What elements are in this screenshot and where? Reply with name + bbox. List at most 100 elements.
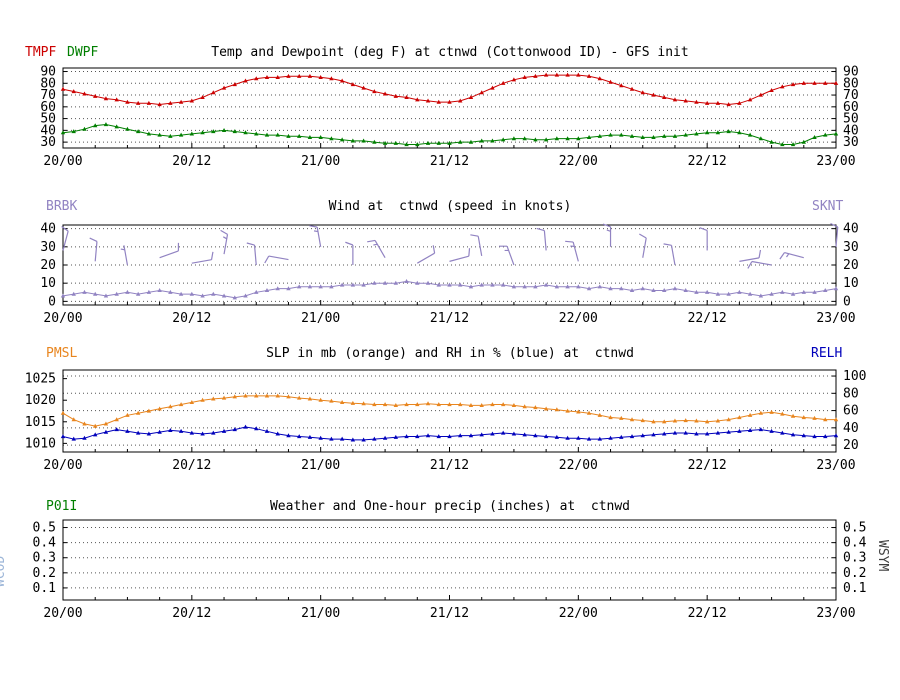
wind-barb	[246, 242, 257, 266]
series-sknt-marker	[243, 293, 248, 298]
series-sknt-marker	[490, 282, 495, 287]
wind-barb-halftick	[313, 230, 319, 233]
series-sknt-marker	[232, 295, 237, 300]
series-dwpf-marker	[833, 131, 839, 136]
y-tick-label-left: 20	[40, 258, 56, 273]
series-sknt-marker	[511, 284, 517, 289]
wind-barb-halftick	[120, 248, 125, 251]
series-tmpf-marker	[823, 80, 828, 85]
series-sknt-marker	[833, 286, 839, 291]
series-relh-marker	[82, 435, 87, 440]
series-sknt-marker	[318, 284, 323, 289]
wind-barb-staff	[191, 259, 212, 264]
series-dwpf-marker	[382, 140, 388, 145]
series-relh-marker	[640, 433, 645, 438]
x-tick-label: 22/00	[559, 606, 598, 621]
wind-barb-staff	[449, 255, 469, 262]
series-pmsl-marker	[146, 408, 152, 413]
wind-barb-tick	[639, 233, 647, 239]
series-sknt-marker	[640, 286, 645, 291]
series-sknt-marker	[790, 291, 796, 296]
series-relh-marker	[790, 432, 796, 437]
series-relh-marker	[404, 434, 409, 439]
series-relh-marker	[135, 430, 141, 435]
series-relh-marker	[769, 428, 774, 433]
series-sknt-marker	[296, 284, 302, 289]
series-pmsl-marker	[125, 412, 130, 417]
series-relh-marker	[71, 436, 76, 441]
wind-barb-tick	[309, 225, 318, 228]
wind-barb	[309, 225, 322, 247]
series-dwpf-marker	[737, 130, 742, 135]
series-relh-marker	[801, 433, 806, 438]
series-dwpf-marker	[372, 139, 377, 144]
series-tmpf-marker	[189, 98, 195, 103]
series-relh-marker	[737, 428, 742, 433]
series-relh-marker	[576, 435, 581, 440]
x-tick-label: 22/00	[559, 311, 598, 326]
series-relh-marker	[415, 434, 420, 439]
series-pmsl-marker	[114, 417, 119, 422]
y-tick-label-right: 90	[843, 65, 859, 80]
wind-barb-halftick	[222, 236, 228, 240]
series-tmpf-marker	[490, 85, 495, 90]
series-pmsl-marker	[554, 407, 560, 412]
y-tick-label-right: 100	[843, 369, 866, 384]
wind-barb	[699, 227, 708, 251]
series-pmsl-marker	[296, 395, 302, 400]
panel-precip: 0.50.40.30.20.10.50.40.30.20.120/00 20/12…	[33, 519, 867, 621]
series-pmsl-marker	[329, 398, 334, 403]
series-dwpf-marker	[511, 136, 517, 141]
series-tmpf-marker	[103, 96, 109, 101]
y-tick-label-right: 40	[843, 123, 859, 138]
series-pmsl-marker	[769, 409, 774, 414]
series-dwpf-marker	[60, 130, 66, 135]
series-dwpf-marker	[619, 132, 624, 137]
series-pmsl-marker	[286, 394, 291, 399]
y-tick-label-left: 10	[40, 276, 56, 291]
y-tick-label-left: 1010	[25, 436, 56, 451]
series-pmsl-marker	[479, 402, 484, 407]
series-relh-marker	[157, 429, 162, 434]
x-tick-label: 21/12	[430, 606, 469, 621]
panel-precip-title: Weather and One-hour precip (inches) at …	[269, 499, 631, 514]
series-tmpf-marker	[393, 93, 399, 98]
series-tmpf-marker	[543, 72, 549, 77]
series-tmpf-marker	[232, 82, 237, 87]
series-sknt-marker	[71, 291, 76, 296]
legend-tmpf-label: TMPF	[25, 45, 57, 60]
series-sknt-marker	[704, 289, 710, 294]
y-tick-label-right: 80	[843, 76, 859, 91]
x-tick-label: 21/12	[430, 458, 469, 473]
series-relh-marker	[479, 432, 484, 437]
series-tmpf-marker	[382, 91, 388, 96]
x-tick-label: 20/00	[43, 606, 82, 621]
y-tick-label-left: 30	[40, 135, 56, 150]
series-dwpf-marker	[393, 140, 399, 145]
series-dwpf-marker	[683, 132, 688, 137]
series-pmsl-marker	[608, 415, 613, 420]
y-tick-label-right: 60	[843, 100, 859, 115]
series-relh-marker	[833, 433, 839, 438]
x-tick-label: 23/00	[816, 606, 855, 621]
wind-barb	[779, 251, 804, 260]
series-relh-marker	[597, 436, 603, 441]
series-dwpf-marker	[436, 140, 441, 145]
series-relh-marker	[189, 430, 195, 435]
series-relh-marker	[168, 428, 173, 433]
series-tmpf-marker	[254, 76, 259, 81]
series-dwpf-marker	[318, 135, 323, 140]
wind-barb	[565, 240, 579, 262]
series-tmpf-marker	[672, 97, 678, 102]
series-pmsl-marker	[672, 418, 678, 423]
series-relh-marker	[393, 434, 399, 439]
series-relh-marker	[318, 435, 323, 440]
series-dwpf-marker	[168, 133, 173, 138]
series-sknt-marker	[812, 289, 817, 294]
wind-barb-tick	[779, 252, 785, 260]
series-sknt-marker	[286, 286, 291, 291]
y-tick-label-right: 0.1	[843, 581, 866, 596]
series-dwpf-marker	[522, 136, 527, 141]
legend-relh-label: RELH	[811, 346, 843, 361]
y-tick-label-right: 0.4	[843, 536, 867, 551]
